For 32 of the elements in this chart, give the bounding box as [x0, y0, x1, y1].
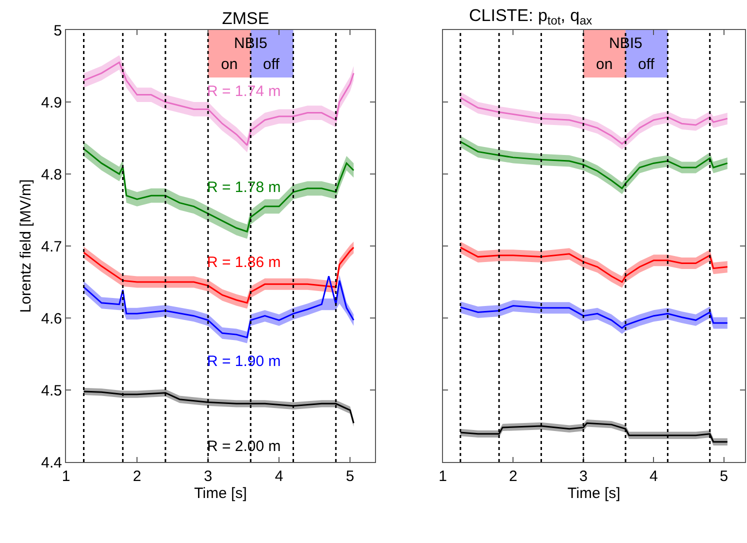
x-tick-label: 3: [579, 468, 588, 485]
y-tick-label: 4.5: [41, 382, 62, 400]
y-axis-title: Lorentz field [MV/m]: [17, 179, 34, 313]
series-label: R = 1.90 m: [207, 353, 281, 370]
y-tick-label: 4.7: [41, 238, 62, 256]
band-label: off: [263, 56, 280, 73]
annotation: NBI5: [234, 35, 268, 52]
x-axis-title: Time [s]: [194, 485, 247, 502]
x-tick-label: 2: [508, 468, 518, 485]
x-tick-label: 1: [438, 468, 448, 485]
x-tick-label: 4: [274, 468, 284, 485]
x-tick-label: 4: [649, 468, 658, 485]
chart-title: CLISTE: p$_{tot}$, q$_{ax}$: [469, 6, 592, 28]
series-label: R = 1.78 m: [207, 179, 281, 196]
band-label: off: [638, 56, 656, 73]
x-tick-label: 5: [720, 468, 728, 485]
series-label: R = 1.74 m: [207, 83, 281, 100]
y-tick-label: 4.4: [41, 454, 62, 472]
series-label: R = 1.86 m: [207, 254, 281, 271]
chart-title: ZMSE: [222, 9, 270, 28]
annotation: NBI5: [609, 35, 642, 52]
band-label: on: [596, 56, 613, 73]
x-axis-title: Time [s]: [568, 485, 620, 502]
x-tick-label: 1: [62, 468, 70, 485]
band-label: on: [221, 56, 238, 73]
x-tick-label: 3: [204, 468, 212, 485]
y-tick-label: 4.9: [41, 94, 62, 112]
x-tick-label: 5: [346, 468, 354, 485]
y-tick-label: 5: [54, 22, 62, 40]
y-tick-label: 4.8: [41, 166, 62, 184]
x-tick-label: 2: [132, 468, 142, 485]
y-tick-label: 4.6: [41, 310, 62, 328]
